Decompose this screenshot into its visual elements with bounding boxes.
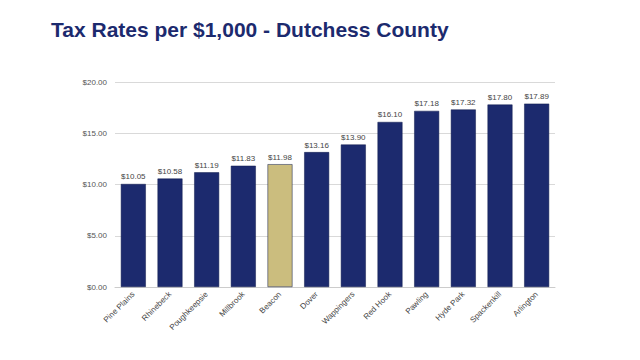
svg-text:Wappingers: Wappingers [320, 290, 356, 326]
svg-text:$17.89: $17.89 [524, 92, 549, 101]
svg-text:Arlington: Arlington [511, 290, 540, 319]
svg-text:Millbrook: Millbrook [218, 290, 247, 319]
svg-text:Red Hook: Red Hook [362, 290, 393, 321]
svg-text:Spackenkill: Spackenkill [468, 290, 503, 325]
svg-text:$13.90: $13.90 [341, 133, 366, 142]
svg-text:$11.98: $11.98 [268, 153, 292, 162]
svg-text:Pawling: Pawling [404, 290, 430, 316]
svg-text:$16.10: $16.10 [378, 110, 403, 119]
svg-text:$17.18: $17.18 [414, 99, 439, 108]
svg-text:$10.58: $10.58 [158, 167, 183, 176]
svg-text:$13.16: $13.16 [304, 141, 329, 150]
svg-text:$20.00: $20.00 [83, 78, 108, 87]
svg-text:Poughkeepsie: Poughkeepsie [168, 289, 211, 332]
svg-text:Tax Rates per $1,000 - Dutches: Tax Rates per $1,000 - Dutchess County [51, 18, 449, 41]
svg-text:$17.32: $17.32 [451, 98, 476, 107]
svg-text:$5.00: $5.00 [87, 231, 108, 240]
svg-text:$11.83: $11.83 [231, 154, 255, 163]
svg-text:$10.05: $10.05 [121, 172, 146, 181]
svg-text:Hyde Park: Hyde Park [434, 290, 467, 323]
svg-text:Beacon: Beacon [258, 290, 284, 316]
svg-text:Dover: Dover [298, 290, 320, 312]
svg-text:Rhinebeck: Rhinebeck [140, 290, 173, 323]
svg-text:$0.00: $0.00 [87, 283, 108, 292]
svg-text:$10.00: $10.00 [83, 180, 108, 189]
svg-text:$17.80: $17.80 [488, 93, 513, 102]
svg-text:Pine Plains: Pine Plains [102, 290, 137, 325]
svg-text:$15.00: $15.00 [83, 129, 108, 138]
svg-text:$11.19: $11.19 [195, 161, 219, 170]
